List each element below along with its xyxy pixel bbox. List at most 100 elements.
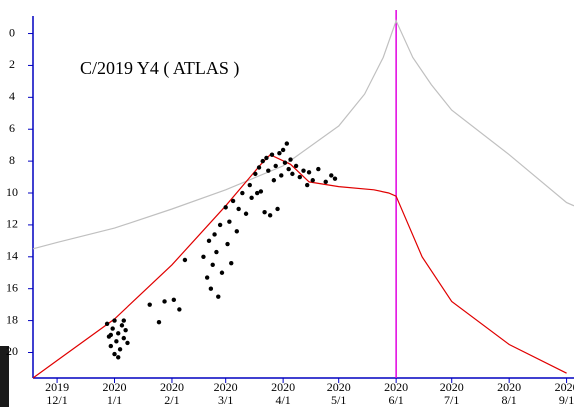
point [182, 257, 188, 263]
y-tick-label: 12 [6, 217, 18, 231]
point [223, 205, 228, 210]
point [262, 209, 267, 215]
point [293, 163, 299, 169]
point [273, 163, 278, 169]
point [230, 198, 236, 204]
point [123, 327, 128, 333]
point [117, 347, 123, 352]
y-tick-label: 8 [9, 153, 15, 167]
point [108, 332, 114, 338]
point [329, 173, 334, 178]
point [212, 232, 217, 237]
point [271, 178, 277, 183]
y-tick-label: 4 [9, 89, 15, 103]
point [121, 335, 126, 341]
point [104, 321, 110, 326]
point [256, 165, 262, 170]
point [162, 299, 167, 304]
point [206, 238, 212, 244]
point [147, 302, 152, 307]
point [234, 229, 240, 234]
point [110, 326, 115, 331]
point [240, 190, 245, 196]
point [121, 318, 126, 323]
point [217, 222, 223, 228]
x-tick-label: 2020 8/1 [497, 380, 522, 407]
point [219, 270, 225, 275]
x-tick-label: 2020 9/1 [554, 380, 574, 407]
point [177, 307, 182, 312]
point [282, 160, 288, 165]
point [204, 275, 210, 280]
window-edge [0, 346, 9, 407]
y-tick-label: 6 [9, 121, 15, 135]
point [279, 173, 284, 178]
line [32, 153, 567, 379]
point [249, 195, 254, 200]
point [171, 297, 177, 303]
y-tick-label: 10 [6, 185, 18, 199]
point [227, 219, 232, 224]
point [116, 331, 121, 336]
x-tick-label: 2020 2/1 [159, 380, 184, 407]
point [275, 206, 280, 212]
point [266, 168, 271, 173]
y-tick-label: 20 [6, 344, 18, 358]
point [310, 178, 315, 183]
x-tick-label: 2020 6/1 [384, 380, 409, 407]
point [210, 262, 215, 267]
point [247, 182, 252, 188]
point [125, 340, 130, 346]
point [288, 157, 293, 162]
point [269, 152, 275, 157]
point [332, 176, 338, 181]
y-tick-label: 2 [9, 57, 15, 71]
point [260, 158, 265, 164]
point [286, 166, 291, 172]
point [277, 150, 282, 156]
point [297, 174, 302, 180]
chart-title: C/2019 Y4 ( ATLAS ) [80, 58, 239, 79]
x-tick-label: 2020 4/1 [271, 380, 296, 407]
x-tick-label: 2019 12/1 [45, 380, 70, 407]
point [156, 319, 162, 325]
x-tick-label: 2020 7/1 [439, 380, 464, 407]
point [316, 166, 321, 172]
point [216, 294, 221, 299]
y-tick-label: 0 [9, 25, 15, 39]
point [214, 249, 219, 255]
point [229, 260, 234, 266]
point [208, 286, 214, 291]
point [201, 254, 206, 260]
point [284, 141, 290, 146]
y-tick-label: 14 [6, 249, 18, 263]
point [243, 211, 249, 216]
point [116, 355, 121, 360]
point [306, 170, 312, 175]
point [323, 179, 328, 185]
point [301, 168, 306, 173]
y-tick-label: 16 [6, 280, 18, 294]
point [290, 171, 295, 177]
x-tick-label: 2020 3/1 [213, 380, 238, 407]
point [258, 189, 264, 194]
point [108, 343, 114, 349]
y-tick-label: 18 [6, 312, 18, 326]
x-tick-label: 2020 5/1 [326, 380, 351, 407]
point [264, 155, 269, 161]
line [32, 19, 574, 250]
point [119, 323, 125, 328]
point [254, 190, 260, 196]
point [253, 171, 258, 177]
point [267, 213, 273, 218]
x-tick-label: 2020 1/1 [102, 380, 127, 407]
point [114, 339, 119, 344]
point [280, 147, 286, 153]
point [305, 182, 310, 188]
point [112, 351, 117, 357]
point [225, 241, 230, 247]
point [112, 318, 117, 323]
point [236, 206, 241, 212]
